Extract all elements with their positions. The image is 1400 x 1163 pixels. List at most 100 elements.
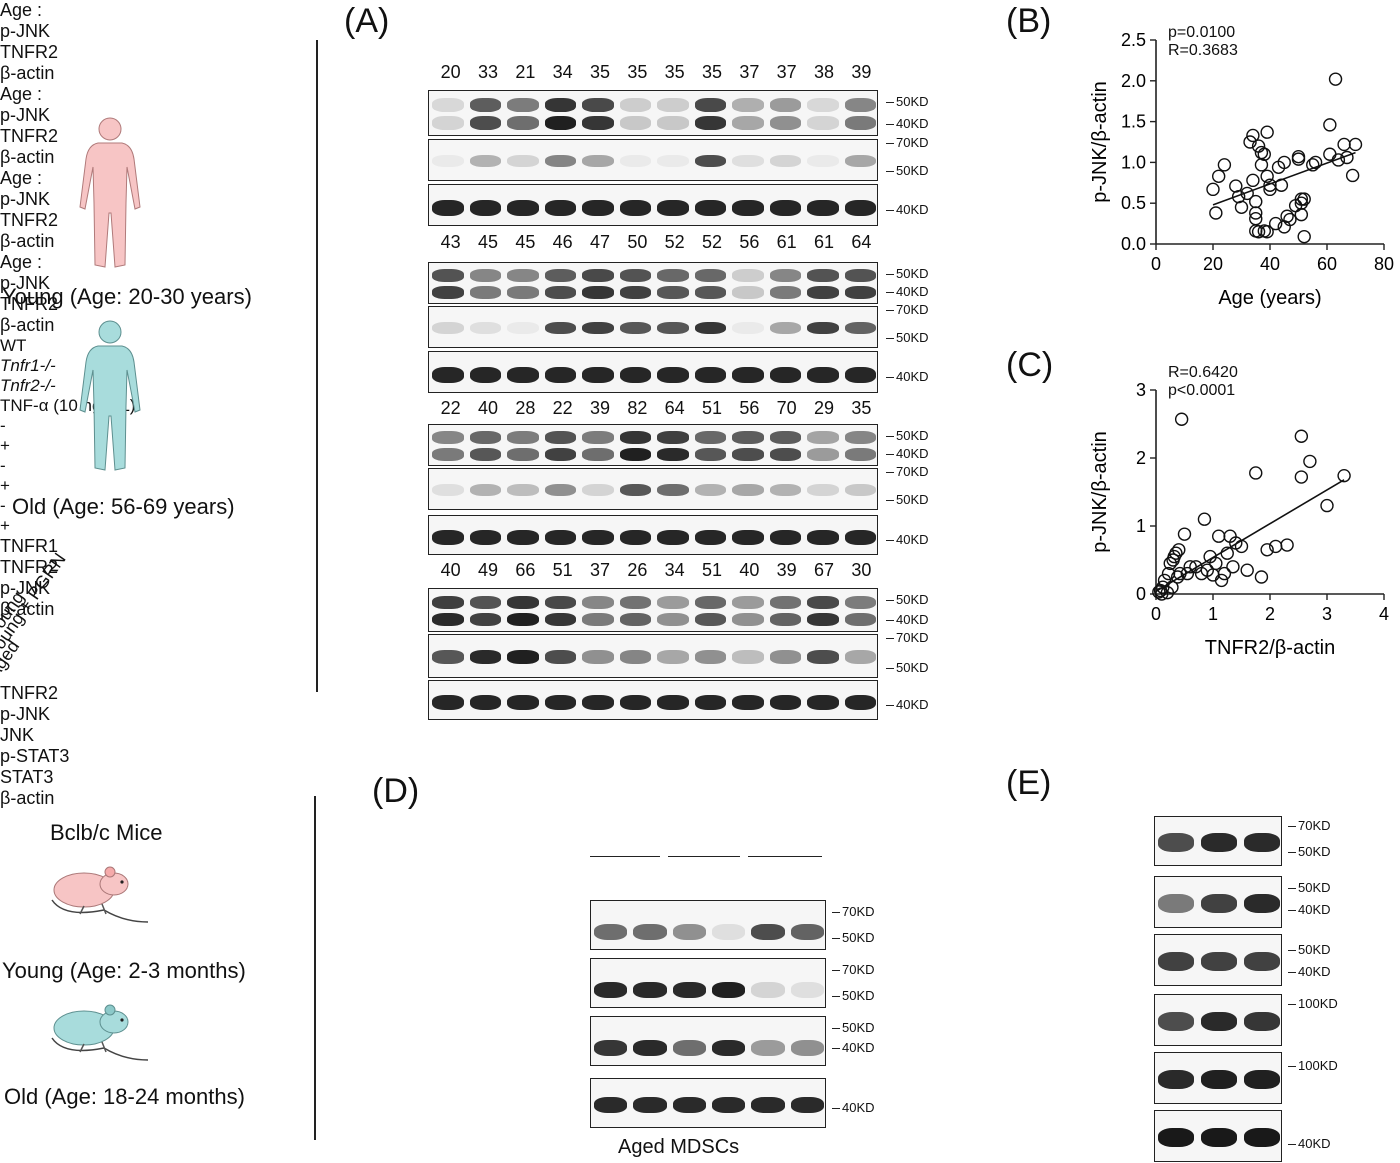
age-value: 82 bbox=[627, 398, 648, 418]
pjnk-band-lower bbox=[807, 116, 839, 131]
panel-c-pvalue: p<0.0001 bbox=[1168, 382, 1236, 399]
age-value: 28 bbox=[515, 398, 536, 418]
pjnk-blot bbox=[428, 262, 878, 304]
kd-50: 50KD bbox=[896, 428, 929, 443]
bactin-band bbox=[769, 695, 801, 711]
panel-d-band bbox=[672, 1039, 706, 1056]
panel-d-row-label: p-JNK bbox=[0, 578, 51, 598]
kd-50-tick bbox=[886, 668, 894, 669]
panel-d-band bbox=[633, 981, 667, 998]
pjnk-band-upper bbox=[432, 431, 464, 444]
panel-e-row-label: STAT3 bbox=[0, 767, 54, 787]
panel-d-band bbox=[633, 1039, 667, 1056]
pjnk-label: p-JNK bbox=[0, 189, 51, 209]
pjnk-blot bbox=[428, 588, 878, 632]
pjnk-band-upper bbox=[769, 269, 801, 282]
panel-c-data-point bbox=[1169, 546, 1183, 560]
bactin-band bbox=[732, 530, 764, 546]
tnfr2-band bbox=[844, 154, 876, 168]
tnfr2-band bbox=[582, 483, 614, 497]
bactin-band bbox=[844, 695, 876, 711]
age-value: 37 bbox=[739, 62, 760, 82]
panel-e-band bbox=[1158, 1011, 1195, 1032]
panel-b-data-point bbox=[1337, 137, 1351, 152]
panel-b-x-axis-label: Age (years) bbox=[1218, 287, 1321, 309]
tnfr2-band bbox=[469, 650, 501, 664]
panel-b-x-tick-label: 80 bbox=[1374, 254, 1394, 274]
bactin-band bbox=[507, 530, 539, 546]
tnfr2-band bbox=[844, 650, 876, 664]
panel-e-band bbox=[1243, 1069, 1280, 1090]
bactin-band bbox=[769, 199, 801, 216]
bactin-band bbox=[619, 530, 651, 546]
kd-70-tick bbox=[886, 310, 894, 311]
panel-c-data-point bbox=[1320, 498, 1334, 513]
kd-50: 50KD bbox=[896, 660, 929, 675]
panel-d-group-label: Tnfr2-/- bbox=[0, 376, 56, 395]
panel-c-letter: (C) bbox=[1006, 346, 1054, 384]
pjnk-band-lower bbox=[844, 286, 876, 299]
panel-b-data-point bbox=[1260, 125, 1274, 139]
kd-50: 50KD bbox=[896, 592, 929, 607]
pjnk-band-lower bbox=[694, 286, 726, 299]
kd-70-tick bbox=[886, 638, 894, 639]
bactin-blot bbox=[428, 680, 878, 720]
pjnk-label: p-JNK bbox=[0, 21, 51, 41]
bactin-band bbox=[807, 199, 839, 216]
panel-e-band bbox=[1201, 1069, 1237, 1090]
bactin-band bbox=[432, 695, 464, 711]
panel-b-y-tick-label: 2.5 bbox=[1121, 30, 1146, 50]
bactin-band bbox=[469, 199, 501, 216]
panel-b-data-point bbox=[1251, 225, 1266, 239]
bactin-band bbox=[657, 199, 689, 216]
panel-c-scatter-chart: 0 1 2 3 4 0 1 2 3 TNFR2/β-actin p-JNK/β-actin bbox=[1089, 380, 1389, 659]
bactin-band bbox=[694, 199, 726, 216]
panel-e-kd: 50KD bbox=[1298, 942, 1331, 957]
age-value: 61 bbox=[776, 232, 797, 252]
panel-d-band bbox=[751, 981, 785, 998]
age-value: 21 bbox=[515, 62, 536, 82]
kd-40-tick bbox=[886, 454, 894, 455]
pjnk-band-lower bbox=[507, 613, 539, 627]
tnfr2-band bbox=[432, 154, 464, 168]
panel-b-scatter-chart: 0 20 40 60 80 0.0 0.5 1.0 1.5 2.0 2.5 Age (years) p-… bbox=[1089, 30, 1394, 309]
panel-c-x-tick-label: 3 bbox=[1322, 604, 1332, 624]
panel-e-kd: 50KD bbox=[1298, 880, 1331, 895]
bactin-band bbox=[844, 530, 876, 546]
panel-e-kd-tick bbox=[1288, 1144, 1296, 1145]
panel-c-data-point bbox=[1174, 412, 1189, 426]
tnfr2-band bbox=[694, 154, 726, 168]
panel-d-kd: 70KD bbox=[842, 962, 875, 977]
panel-d-band bbox=[594, 981, 628, 998]
pjnk-band-upper bbox=[469, 595, 501, 609]
pjnk-band-upper bbox=[582, 431, 614, 444]
age-value: 50 bbox=[627, 232, 648, 252]
bactin-band bbox=[544, 199, 576, 216]
panel-e-kd: 40KD bbox=[1298, 902, 1331, 917]
kd-50: 50KD bbox=[896, 492, 929, 507]
tnfr2-blot bbox=[428, 468, 878, 510]
pjnk-band-lower bbox=[432, 116, 464, 131]
panel-e-row-label: JNK bbox=[0, 725, 35, 745]
pjnk-band-lower bbox=[432, 448, 464, 461]
tnfr2-band bbox=[507, 154, 539, 168]
kd-40: 40KD bbox=[896, 532, 929, 547]
age-value: 45 bbox=[477, 232, 499, 252]
bactin-band bbox=[694, 530, 726, 546]
panel-d-group-underline bbox=[748, 856, 822, 857]
panel-d-band bbox=[712, 1096, 746, 1113]
pjnk-band-lower bbox=[657, 116, 689, 131]
pjnk-band-upper bbox=[807, 595, 839, 609]
age-value: 35 bbox=[627, 62, 648, 82]
panel-b-data-point bbox=[1249, 194, 1263, 209]
age-value: 20 bbox=[440, 62, 461, 82]
panel-e-kd: 40KD bbox=[1298, 1136, 1331, 1151]
tnfr2-band bbox=[544, 483, 576, 497]
bactin-band bbox=[807, 530, 839, 546]
age-value: 35 bbox=[701, 62, 723, 82]
pjnk-band-lower bbox=[694, 448, 726, 461]
tnfr2-band bbox=[432, 483, 464, 497]
kd-40: 40KD bbox=[896, 612, 929, 627]
kd-50-tick bbox=[886, 600, 894, 601]
panel-b-data-point bbox=[1257, 147, 1272, 161]
